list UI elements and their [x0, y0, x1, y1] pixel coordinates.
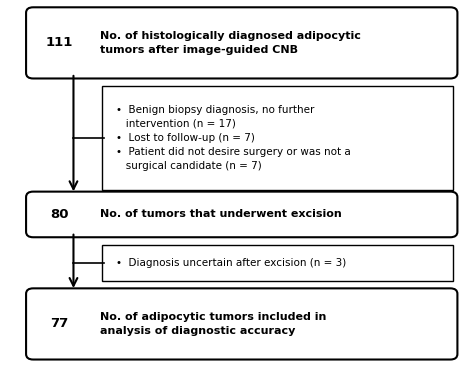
FancyBboxPatch shape: [26, 288, 457, 360]
FancyBboxPatch shape: [26, 192, 457, 237]
Text: 77: 77: [50, 318, 68, 330]
Text: No. of adipocytic tumors included in
analysis of diagnostic accuracy: No. of adipocytic tumors included in ana…: [100, 312, 326, 336]
Text: 80: 80: [50, 208, 69, 221]
Text: 111: 111: [46, 36, 73, 49]
Text: No. of histologically diagnosed adipocytic
tumors after image-guided CNB: No. of histologically diagnosed adipocyt…: [100, 31, 360, 55]
Text: •  Benign biopsy diagnosis, no further
   intervention (n = 17)
•  Lost to follo: • Benign biopsy diagnosis, no further in…: [116, 105, 351, 171]
Text: •  Diagnosis uncertain after excision (n = 3): • Diagnosis uncertain after excision (n …: [116, 258, 346, 268]
FancyBboxPatch shape: [102, 86, 453, 190]
FancyBboxPatch shape: [26, 7, 457, 78]
Text: No. of tumors that underwent excision: No. of tumors that underwent excision: [100, 210, 341, 219]
FancyBboxPatch shape: [102, 245, 453, 281]
